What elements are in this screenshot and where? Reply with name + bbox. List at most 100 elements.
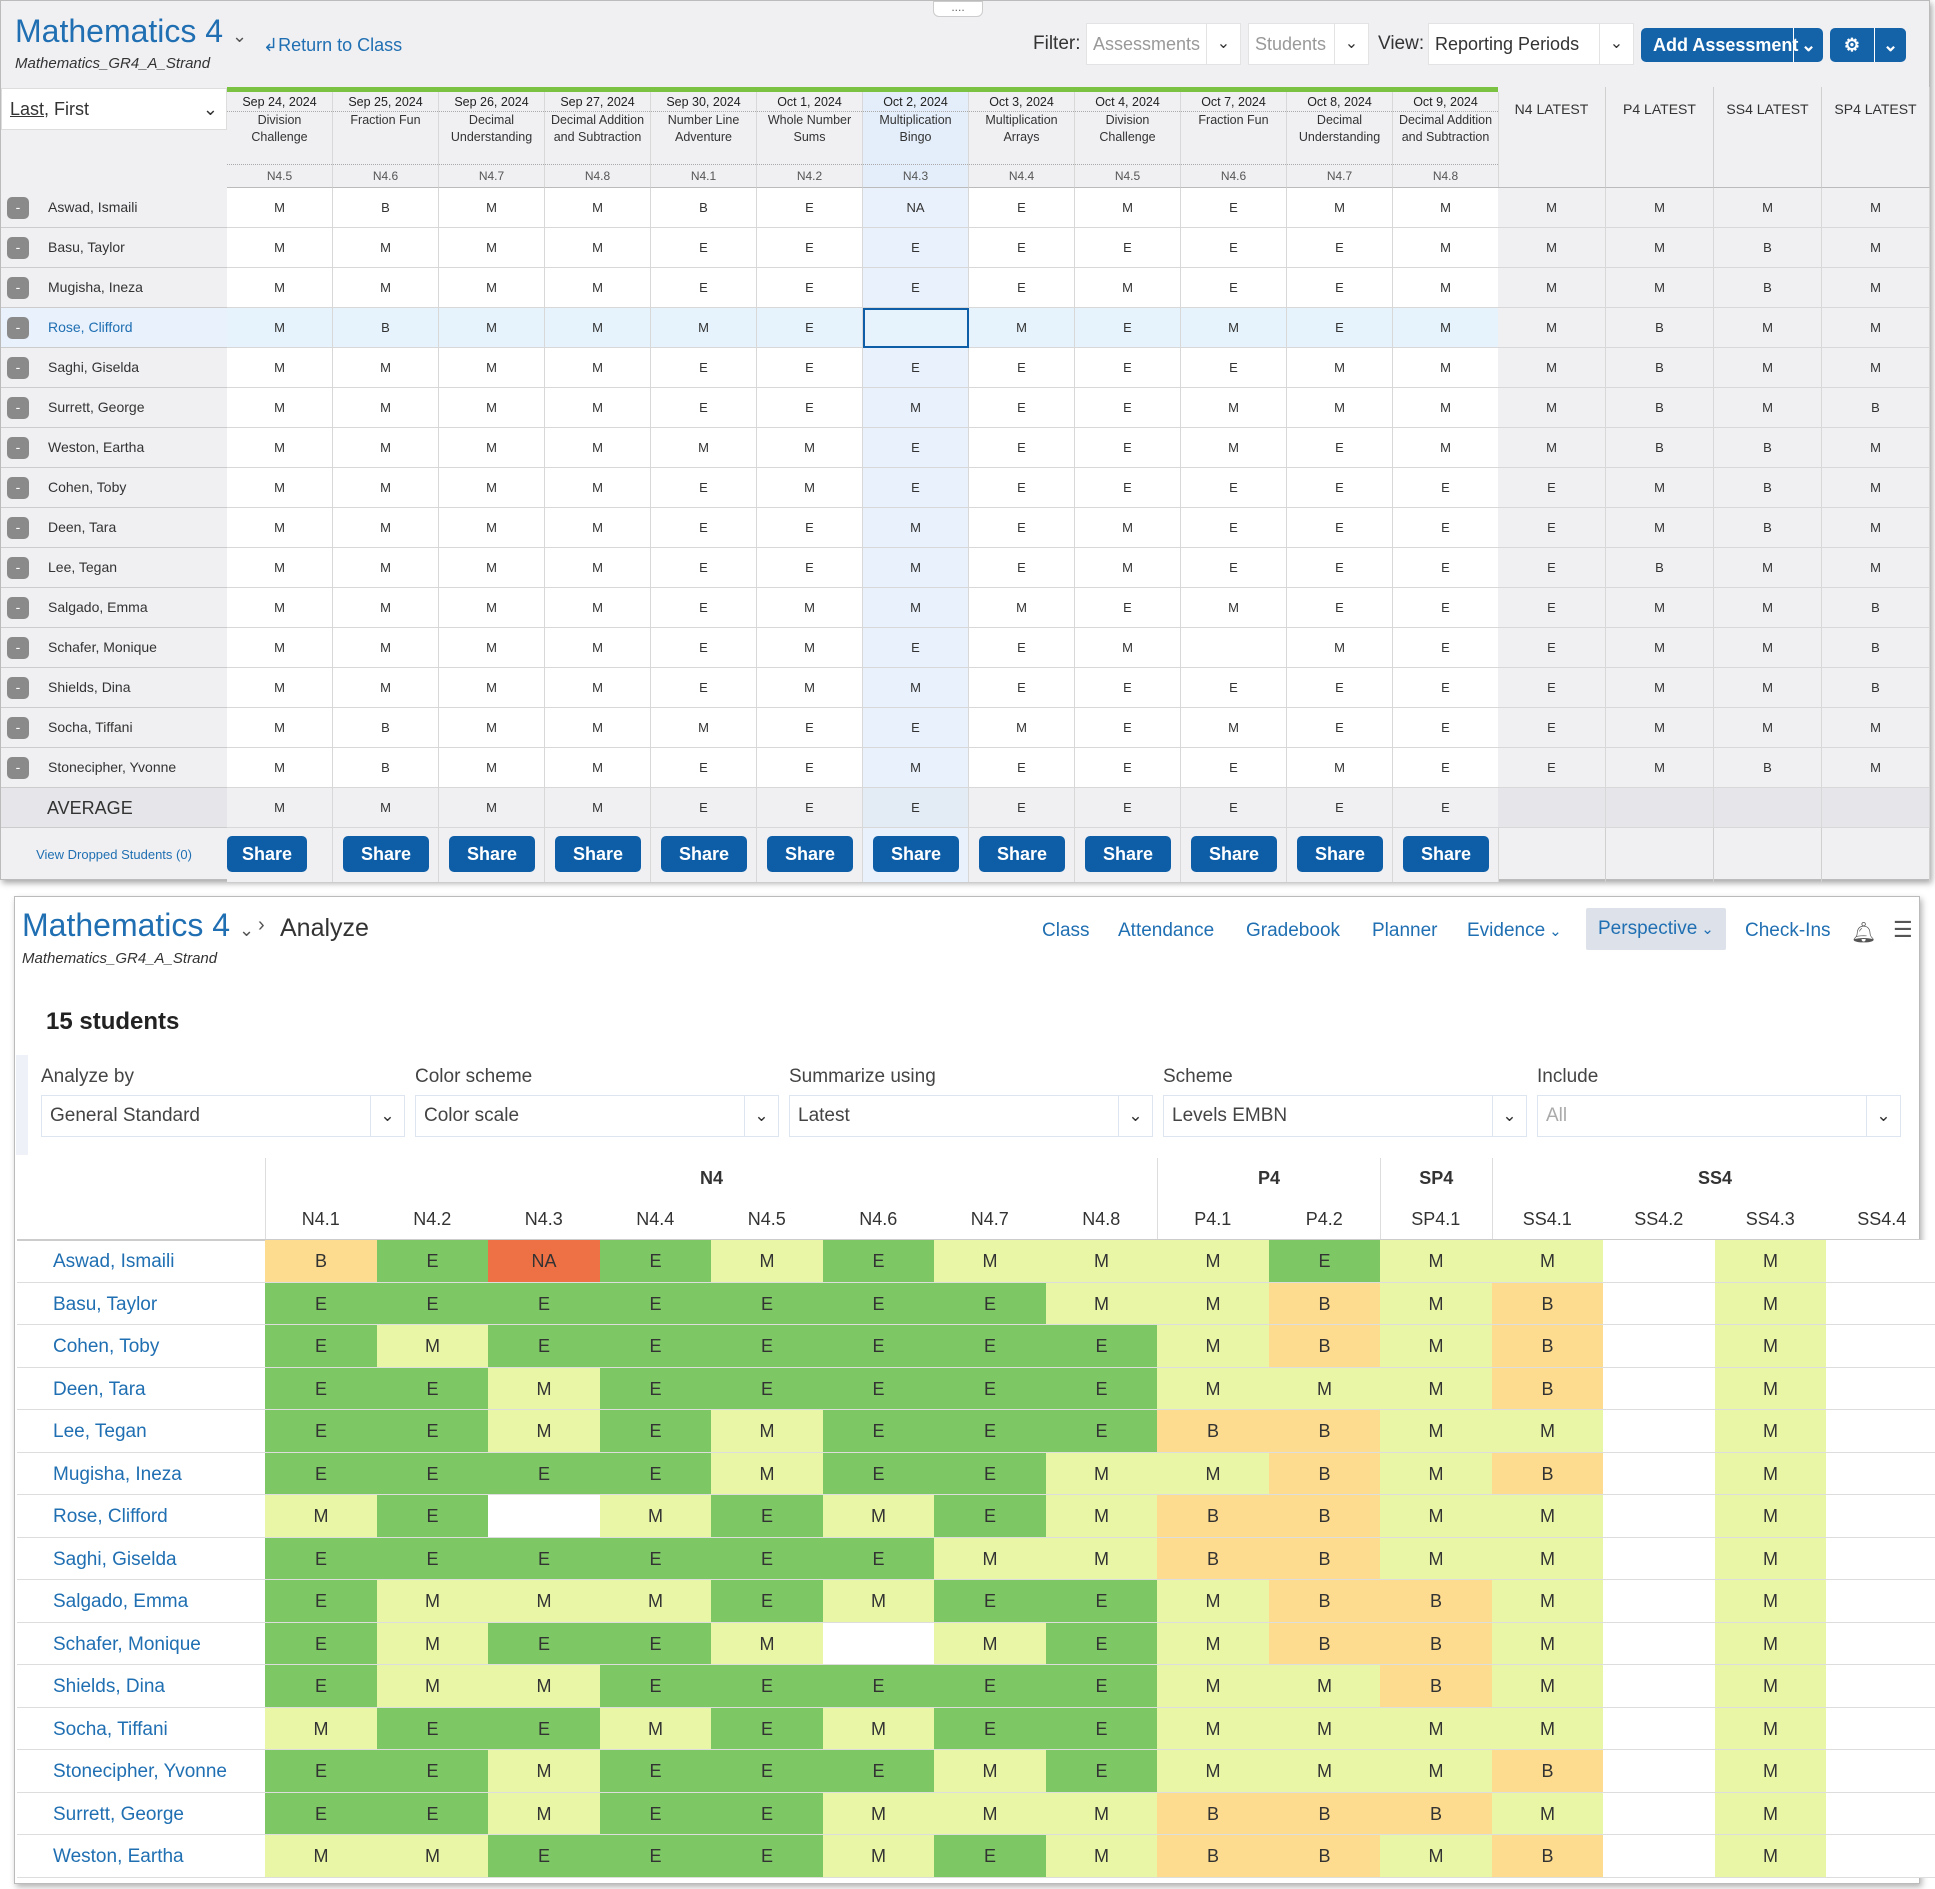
- score-cell[interactable]: M: [545, 228, 651, 268]
- score-cell[interactable]: E: [1181, 748, 1287, 788]
- score-cell[interactable]: E: [1075, 428, 1181, 468]
- heatmap-cell[interactable]: E: [711, 1537, 823, 1580]
- score-cell[interactable]: M: [651, 308, 757, 348]
- score-cell[interactable]: E: [1181, 668, 1287, 708]
- score-cell[interactable]: M: [1075, 548, 1181, 588]
- score-cell[interactable]: M: [439, 628, 545, 668]
- analyze-class-title[interactable]: Mathematics 4 ⌄: [22, 907, 254, 944]
- score-cell[interactable]: M: [333, 348, 439, 388]
- score-cell[interactable]: E: [651, 268, 757, 308]
- score-cell[interactable]: E: [1393, 468, 1499, 508]
- collapse-button[interactable]: -: [7, 597, 29, 619]
- assessment-header[interactable]: Oct 4, 2024 Division Challenge N4.5: [1075, 92, 1181, 188]
- heatmap-cell[interactable]: E: [265, 1282, 377, 1325]
- filter-select-include[interactable]: All ⌄: [1537, 1095, 1901, 1137]
- heatmap-cell[interactable]: B: [1491, 1325, 1604, 1368]
- score-cell[interactable]: E: [757, 228, 863, 268]
- score-cell[interactable]: M: [333, 668, 439, 708]
- heatmap-cell[interactable]: M: [1380, 1750, 1492, 1793]
- assessment-name[interactable]: Decimal Addition and Subtraction: [550, 113, 645, 144]
- heatmap-cell[interactable]: M: [711, 1622, 823, 1665]
- filter-select-color-scheme[interactable]: Color scale ⌄: [415, 1095, 779, 1137]
- heatmap-cell[interactable]: [1826, 1792, 1935, 1835]
- score-cell[interactable]: M: [227, 508, 333, 548]
- heatmap-cell[interactable]: M: [1714, 1580, 1827, 1623]
- heatmap-cell[interactable]: B: [1268, 1792, 1381, 1835]
- score-cell[interactable]: E: [863, 468, 969, 508]
- student-row-header[interactable]: - Lee, Tegan: [1, 548, 227, 588]
- score-cell[interactable]: E: [863, 268, 969, 308]
- student-name[interactable]: Cohen, Toby: [48, 479, 127, 495]
- heatmap-cell[interactable]: M: [822, 1835, 935, 1878]
- score-cell[interactable]: M: [227, 428, 333, 468]
- column-header[interactable]: N4.1: [301, 1209, 340, 1229]
- student-row-header[interactable]: - Aswad, Ismaili: [1, 188, 227, 228]
- score-cell[interactable]: M: [1181, 428, 1287, 468]
- heatmap-cell[interactable]: M: [1157, 1240, 1269, 1283]
- share-button[interactable]: Share: [343, 836, 429, 872]
- score-cell[interactable]: M: [969, 708, 1075, 748]
- heatmap-cell[interactable]: B: [1157, 1495, 1269, 1538]
- score-cell[interactable]: M: [439, 268, 545, 308]
- heatmap-cell[interactable]: B: [1268, 1622, 1381, 1665]
- heatmap-cell[interactable]: E: [265, 1580, 377, 1623]
- score-cell[interactable]: E: [969, 548, 1075, 588]
- score-cell[interactable]: M: [227, 188, 333, 228]
- heatmap-cell[interactable]: E: [711, 1707, 823, 1750]
- heatmap-cell[interactable]: E: [599, 1537, 712, 1580]
- share-button[interactable]: Share: [1191, 836, 1277, 872]
- heatmap-cell[interactable]: E: [376, 1452, 489, 1495]
- score-cell[interactable]: M: [545, 588, 651, 628]
- score-cell[interactable]: B: [651, 188, 757, 228]
- heatmap-cell[interactable]: B: [1157, 1537, 1269, 1580]
- heatmap-cell[interactable]: E: [599, 1835, 712, 1878]
- score-cell[interactable]: M: [333, 468, 439, 508]
- heatmap-cell[interactable]: E: [376, 1367, 489, 1410]
- score-cell[interactable]: M: [227, 668, 333, 708]
- assessment-header[interactable]: Oct 1, 2024 Whole Number Sums N4.2: [757, 92, 863, 188]
- bell-icon[interactable]: 🔔︎: [1851, 922, 1877, 944]
- heatmap-cell[interactable]: E: [376, 1792, 489, 1835]
- student-link[interactable]: Shields, Dina: [53, 1676, 165, 1697]
- score-cell[interactable]: M: [545, 308, 651, 348]
- score-cell[interactable]: M: [333, 388, 439, 428]
- score-cell[interactable]: M: [439, 228, 545, 268]
- score-cell[interactable]: M: [1393, 188, 1499, 228]
- score-cell[interactable]: E: [757, 548, 863, 588]
- heatmap-cell[interactable]: [1603, 1580, 1715, 1623]
- heatmap-cell[interactable]: M: [1714, 1240, 1827, 1283]
- heatmap-cell[interactable]: B: [1380, 1792, 1492, 1835]
- score-cell[interactable]: M: [863, 748, 969, 788]
- heatmap-cell[interactable]: [1603, 1835, 1715, 1878]
- heatmap-cell[interactable]: B: [1491, 1282, 1604, 1325]
- heatmap-cell[interactable]: E: [599, 1282, 712, 1325]
- heatmap-cell[interactable]: E: [934, 1580, 1046, 1623]
- heatmap-cell[interactable]: M: [488, 1750, 600, 1793]
- score-cell[interactable]: M: [1181, 388, 1287, 428]
- heatmap-cell[interactable]: E: [822, 1750, 935, 1793]
- heatmap-cell[interactable]: M: [1157, 1367, 1269, 1410]
- heatmap-cell[interactable]: M: [599, 1580, 712, 1623]
- score-cell[interactable]: E: [757, 308, 863, 348]
- score-cell[interactable]: E: [969, 508, 1075, 548]
- heatmap-cell[interactable]: M: [1714, 1707, 1827, 1750]
- heatmap-cell[interactable]: M: [1157, 1282, 1269, 1325]
- score-cell[interactable]: M: [1075, 188, 1181, 228]
- student-name[interactable]: Rose, Clifford: [48, 319, 133, 335]
- heatmap-cell[interactable]: B: [1268, 1537, 1381, 1580]
- heatmap-cell[interactable]: M: [1045, 1835, 1158, 1878]
- score-cell[interactable]: E: [1181, 348, 1287, 388]
- heatmap-cell[interactable]: M: [934, 1622, 1046, 1665]
- score-cell[interactable]: E: [1181, 228, 1287, 268]
- heatmap-cell[interactable]: E: [1045, 1622, 1158, 1665]
- heatmap-cell[interactable]: B: [1268, 1580, 1381, 1623]
- heatmap-cell[interactable]: E: [711, 1750, 823, 1793]
- score-cell[interactable]: M: [1181, 308, 1287, 348]
- score-cell[interactable]: E: [651, 348, 757, 388]
- heatmap-cell[interactable]: E: [822, 1282, 935, 1325]
- score-cell[interactable]: E: [1287, 308, 1393, 348]
- collapse-button[interactable]: -: [7, 757, 29, 779]
- sort-first[interactable]: , First: [44, 99, 90, 119]
- heatmap-cell[interactable]: B: [1380, 1580, 1492, 1623]
- heatmap-cell[interactable]: M: [934, 1750, 1046, 1793]
